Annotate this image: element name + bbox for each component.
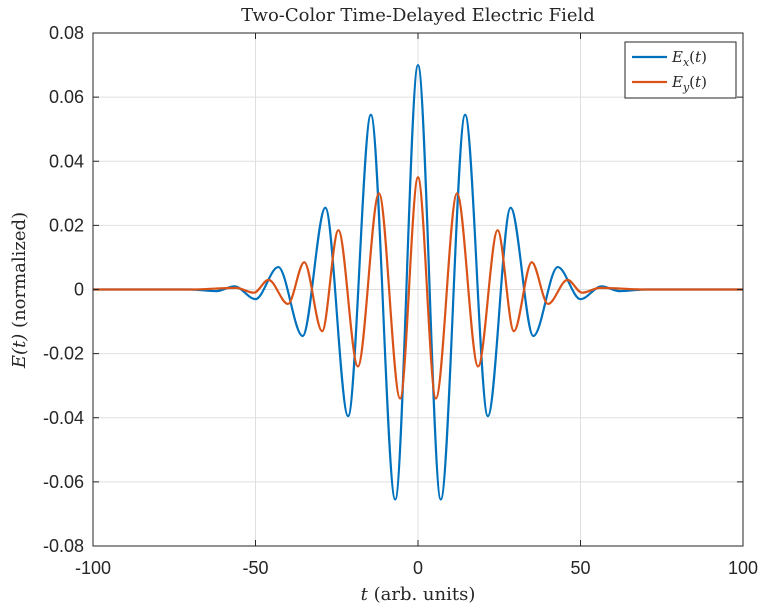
legend-t-ex: t xyxy=(695,48,702,66)
y-axis-label-rest: (normalized) xyxy=(9,212,30,334)
y-axis-ticks: -0.08 -0.06 -0.04 -0.02 0 0.02 0.04 0.06 0.08 xyxy=(43,23,743,556)
series-layer xyxy=(93,63,743,501)
legend-t-ey: t xyxy=(695,73,702,91)
y-tick-label: -0.06 xyxy=(43,472,84,492)
x-tick-label: 100 xyxy=(728,558,758,578)
x-tick-label: 0 xyxy=(413,558,423,578)
series-line-ey xyxy=(93,176,743,400)
legend: Ex(t) Ey(t) xyxy=(624,41,737,99)
y-tick-label: 0.02 xyxy=(49,215,84,235)
x-tick-label: -50 xyxy=(242,558,268,578)
y-tick-label: 0.06 xyxy=(49,87,84,107)
legend-close-ex: ) xyxy=(701,48,707,66)
y-axis-label: E(t) (normalized) xyxy=(9,212,30,369)
legend-box xyxy=(624,41,737,99)
legend-arg-ey: ( xyxy=(689,73,695,91)
x-axis-label-var: t xyxy=(361,584,369,605)
legend-label-ex: Ex(t) xyxy=(671,48,707,69)
legend-label-ey: Ey(t) xyxy=(671,73,707,94)
y-axis-label-var: E(t) xyxy=(9,334,30,369)
chart-title: Two-Color Time-Delayed Electric Field xyxy=(241,5,595,26)
x-axis-label-rest: (arb. units) xyxy=(368,584,475,605)
x-axis-label: t (arb. units) xyxy=(361,584,476,605)
y-tick-label: 0.04 xyxy=(49,151,84,171)
legend-sub-ex: x xyxy=(683,56,690,69)
series-line-ex xyxy=(93,63,743,501)
y-tick-label: -0.08 xyxy=(43,536,84,556)
y-tick-label: 0.08 xyxy=(49,23,84,43)
x-tick-label: 50 xyxy=(570,558,590,578)
legend-close-ey: ) xyxy=(701,73,707,91)
x-axis-ticks: -100 -50 0 50 100 xyxy=(75,33,758,578)
legend-sub-ey: y xyxy=(682,81,690,94)
legend-arg-ex: ( xyxy=(689,48,695,66)
y-tick-label: -0.02 xyxy=(43,344,84,364)
y-tick-label: -0.04 xyxy=(43,408,84,428)
y-tick-label: 0 xyxy=(74,280,84,300)
x-tick-label: -100 xyxy=(75,558,111,578)
